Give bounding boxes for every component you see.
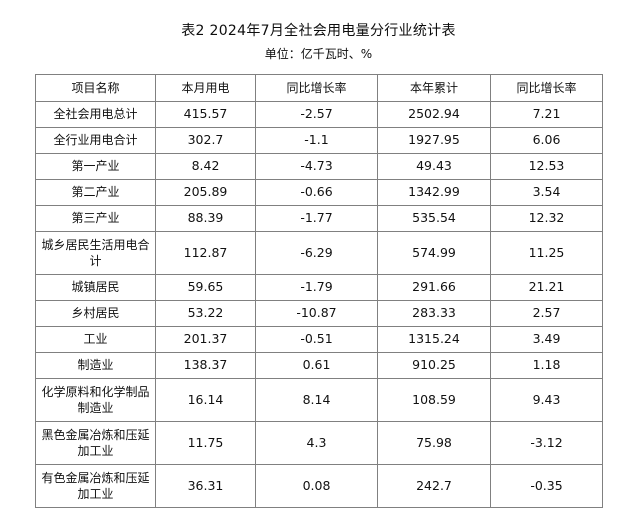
cell-month: 205.89: [155, 179, 256, 206]
column-header-year-growth: 同比增长率: [490, 74, 603, 102]
table-row: 城镇居民 59.65 -1.79 291.66 21.21: [35, 274, 603, 301]
table-body: 全社会用电总计 415.57 -2.57 2502.94 7.21 全行业用电合计 302.…: [35, 101, 603, 508]
cell-month-growth: -0.66: [255, 179, 378, 206]
row-label: 黑色金属冶炼和压延加工业: [35, 421, 156, 465]
table-row: 乡村居民 53.22 -10.87 283.33 2.57: [35, 300, 603, 327]
table-row: 化学原料和化学制品制造业 16.14 8.14 108.59 9.43: [35, 378, 603, 422]
cell-month: 59.65: [155, 274, 256, 301]
cell-month-growth: -0.51: [255, 326, 378, 353]
cell-month: 302.7: [155, 127, 256, 154]
cell-year: 574.99: [377, 231, 491, 275]
cell-month-growth: 4.3: [255, 421, 378, 465]
cell-month-growth: -1.79: [255, 274, 378, 301]
cell-month: 88.39: [155, 205, 256, 232]
unit-note: 单位：亿千瓦时、%: [264, 47, 373, 61]
cell-year-growth: 21.21: [490, 274, 603, 301]
cell-year: 1927.95: [377, 127, 491, 154]
cell-year: 242.7: [377, 464, 491, 508]
cell-month: 36.31: [155, 464, 256, 508]
cell-month-growth: 8.14: [255, 378, 378, 422]
statistics-table-container: 项目名称 本月用电 同比增长率 本年累计 同比增长率 全社会用电总计 415.57…: [35, 74, 603, 508]
page-title: 表2 2024年7月全社会用电量分行业统计表: [181, 23, 456, 39]
cell-year-growth: 3.49: [490, 326, 603, 353]
table-row: 全行业用电合计 302.7 -1.1 1927.95 6.06: [35, 127, 603, 154]
table-row: 第二产业 205.89 -0.66 1342.99 3.54: [35, 179, 603, 206]
row-label: 制造业: [35, 352, 156, 379]
cell-year-growth: 12.53: [490, 153, 603, 180]
table-row: 制造业 138.37 0.61 910.25 1.18: [35, 352, 603, 379]
statistics-table: 项目名称 本月用电 同比增长率 本年累计 同比增长率 全社会用电总计 415.57…: [35, 74, 603, 508]
cell-month-growth: -2.57: [255, 101, 378, 128]
table-row: 黑色金属冶炼和压延加工业 11.75 4.3 75.98 -3.12: [35, 421, 603, 465]
cell-year-growth: 2.57: [490, 300, 603, 327]
table-row: 工业 201.37 -0.51 1315.24 3.49: [35, 326, 603, 353]
cell-month-growth: 0.08: [255, 464, 378, 508]
cell-month: 16.14: [155, 378, 256, 422]
table-row: 城乡居民生活用电合计 112.87 -6.29 574.99 11.25: [35, 231, 603, 275]
cell-month-growth: -1.1: [255, 127, 378, 154]
cell-month: 415.57: [155, 101, 256, 128]
cell-month-growth: -1.77: [255, 205, 378, 232]
table-row: 第一产业 8.42 -4.73 49.43 12.53: [35, 153, 603, 180]
cell-year: 75.98: [377, 421, 491, 465]
table-header: 项目名称 本月用电 同比增长率 本年累计 同比增长率: [35, 74, 603, 102]
table-row: 有色金属冶炼和压延加工业 36.31 0.08 242.7 -0.35: [35, 464, 603, 508]
cell-year-growth: 12.32: [490, 205, 603, 232]
cell-month-growth: -10.87: [255, 300, 378, 327]
cell-year-growth: 11.25: [490, 231, 603, 275]
row-label: 有色金属冶炼和压延加工业: [35, 464, 156, 508]
table-header-row: 项目名称 本月用电 同比增长率 本年累计 同比增长率: [35, 74, 603, 102]
column-header-month: 本月用电: [155, 74, 256, 102]
table-row: 第三产业 88.39 -1.77 535.54 12.32: [35, 205, 603, 232]
cell-year: 108.59: [377, 378, 491, 422]
cell-year-growth: 9.43: [490, 378, 603, 422]
cell-month-growth: -6.29: [255, 231, 378, 275]
row-label: 化学原料和化学制品制造业: [35, 378, 156, 422]
cell-year: 1342.99: [377, 179, 491, 206]
row-label: 乡村居民: [35, 300, 156, 327]
document-page: 表2 2024年7月全社会用电量分行业统计表 单位：亿千瓦时、% 项目名称 本月…: [35, 23, 603, 508]
cell-month: 53.22: [155, 300, 256, 327]
row-label: 第一产业: [35, 153, 156, 180]
cell-month: 201.37: [155, 326, 256, 353]
cell-month: 138.37: [155, 352, 256, 379]
column-header-name: 项目名称: [35, 74, 156, 102]
table-row: 全社会用电总计 415.57 -2.57 2502.94 7.21: [35, 101, 603, 128]
row-label: 城乡居民生活用电合计: [35, 231, 156, 275]
cell-year: 291.66: [377, 274, 491, 301]
cell-year-growth: 3.54: [490, 179, 603, 206]
cell-month: 11.75: [155, 421, 256, 465]
row-label: 全行业用电合计: [35, 127, 156, 154]
column-header-month-growth: 同比增长率: [255, 74, 378, 102]
cell-month-growth: -4.73: [255, 153, 378, 180]
cell-year-growth: 1.18: [490, 352, 603, 379]
cell-year-growth: 7.21: [490, 101, 603, 128]
cell-year-growth: 6.06: [490, 127, 603, 154]
cell-year: 535.54: [377, 205, 491, 232]
cell-year-growth: -0.35: [490, 464, 603, 508]
cell-year: 49.43: [377, 153, 491, 180]
cell-month-growth: 0.61: [255, 352, 378, 379]
cell-month: 112.87: [155, 231, 256, 275]
column-header-year: 本年累计: [377, 74, 491, 102]
cell-year: 283.33: [377, 300, 491, 327]
row-label: 全社会用电总计: [35, 101, 156, 128]
row-label: 工业: [35, 326, 156, 353]
row-label: 第三产业: [35, 205, 156, 232]
cell-year: 910.25: [377, 352, 491, 379]
cell-year: 2502.94: [377, 101, 491, 128]
row-label: 城镇居民: [35, 274, 156, 301]
row-label: 第二产业: [35, 179, 156, 206]
cell-month: 8.42: [155, 153, 256, 180]
cell-year: 1315.24: [377, 326, 491, 353]
cell-year-growth: -3.12: [490, 421, 603, 465]
